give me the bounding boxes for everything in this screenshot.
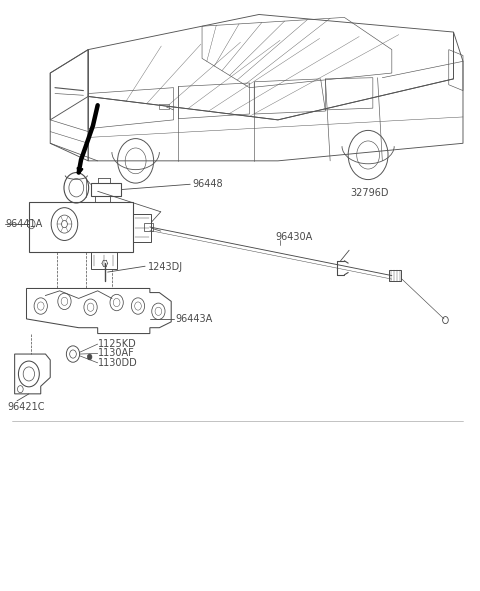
Text: 32796D: 32796D	[350, 188, 389, 198]
Text: 96430A: 96430A	[276, 232, 313, 242]
Text: 96443A: 96443A	[175, 314, 212, 324]
Text: 1125KD: 1125KD	[97, 339, 136, 349]
Text: 96448: 96448	[192, 179, 223, 189]
Text: 1243DJ: 1243DJ	[147, 262, 182, 272]
Text: 1130DD: 1130DD	[97, 358, 137, 368]
Text: 96441A: 96441A	[5, 219, 42, 229]
Circle shape	[87, 354, 92, 360]
Text: 96421C: 96421C	[8, 402, 45, 412]
Text: 1130AF: 1130AF	[97, 349, 134, 359]
